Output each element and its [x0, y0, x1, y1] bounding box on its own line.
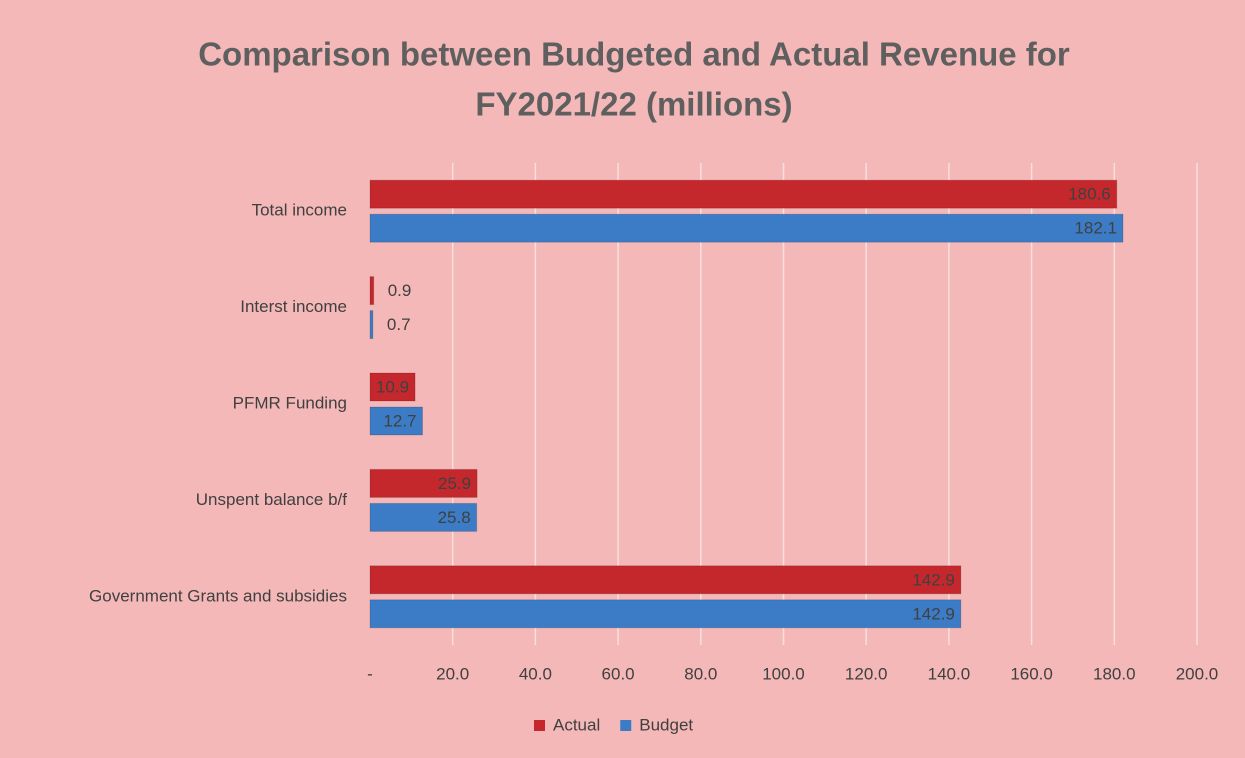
- legend-swatch: [620, 720, 632, 731]
- data-label: 182.1: [1074, 219, 1117, 238]
- data-label: 180.6: [1068, 185, 1111, 204]
- data-label: 142.9: [912, 570, 955, 589]
- legend-label: Budget: [639, 715, 693, 734]
- x-tick-label: 160.0: [1010, 664, 1053, 683]
- x-tick-label: 20.0: [436, 664, 469, 683]
- data-label: 25.8: [438, 508, 471, 527]
- legend-swatch: [534, 720, 545, 731]
- bar: [369, 502, 478, 532]
- bar: [369, 179, 1118, 209]
- data-label: 25.9: [438, 474, 471, 493]
- x-tick-label: 200.0: [1176, 664, 1219, 683]
- x-tick-label: 40.0: [519, 664, 552, 683]
- y-tick-label: PFMR Funding: [233, 393, 347, 412]
- x-tick-label: 120.0: [845, 664, 888, 683]
- bar: [369, 565, 962, 595]
- data-label: 12.7: [383, 411, 416, 430]
- bar: [369, 468, 478, 498]
- bar: [369, 406, 424, 436]
- x-tick-label: 60.0: [602, 664, 635, 683]
- x-tick-label: 80.0: [684, 664, 717, 683]
- y-tick-label: Total income: [252, 201, 347, 220]
- bar: [369, 599, 962, 629]
- y-tick-label: Interst income: [240, 297, 347, 316]
- chart-title: FY2021/22 (millions): [475, 86, 792, 123]
- data-label: 0.7: [387, 315, 411, 334]
- x-tick-label: 100.0: [762, 664, 805, 683]
- bar: [369, 213, 1124, 243]
- data-label: 10.9: [376, 377, 409, 396]
- legend-label: Actual: [553, 715, 600, 734]
- chart-title: Comparison between Budgeted and Actual R…: [198, 36, 1070, 73]
- bar: [369, 276, 375, 306]
- bar: [369, 372, 416, 402]
- y-tick-label: Government Grants and subsidies: [89, 586, 347, 605]
- data-label: 0.9: [388, 281, 412, 300]
- x-tick-label: -: [367, 664, 373, 683]
- x-tick-label: 140.0: [928, 664, 971, 683]
- x-tick-label: 180.0: [1093, 664, 1136, 683]
- data-label: 142.9: [912, 604, 955, 623]
- y-tick-label: Unspent balance b/f: [196, 490, 347, 509]
- bar: [369, 310, 374, 340]
